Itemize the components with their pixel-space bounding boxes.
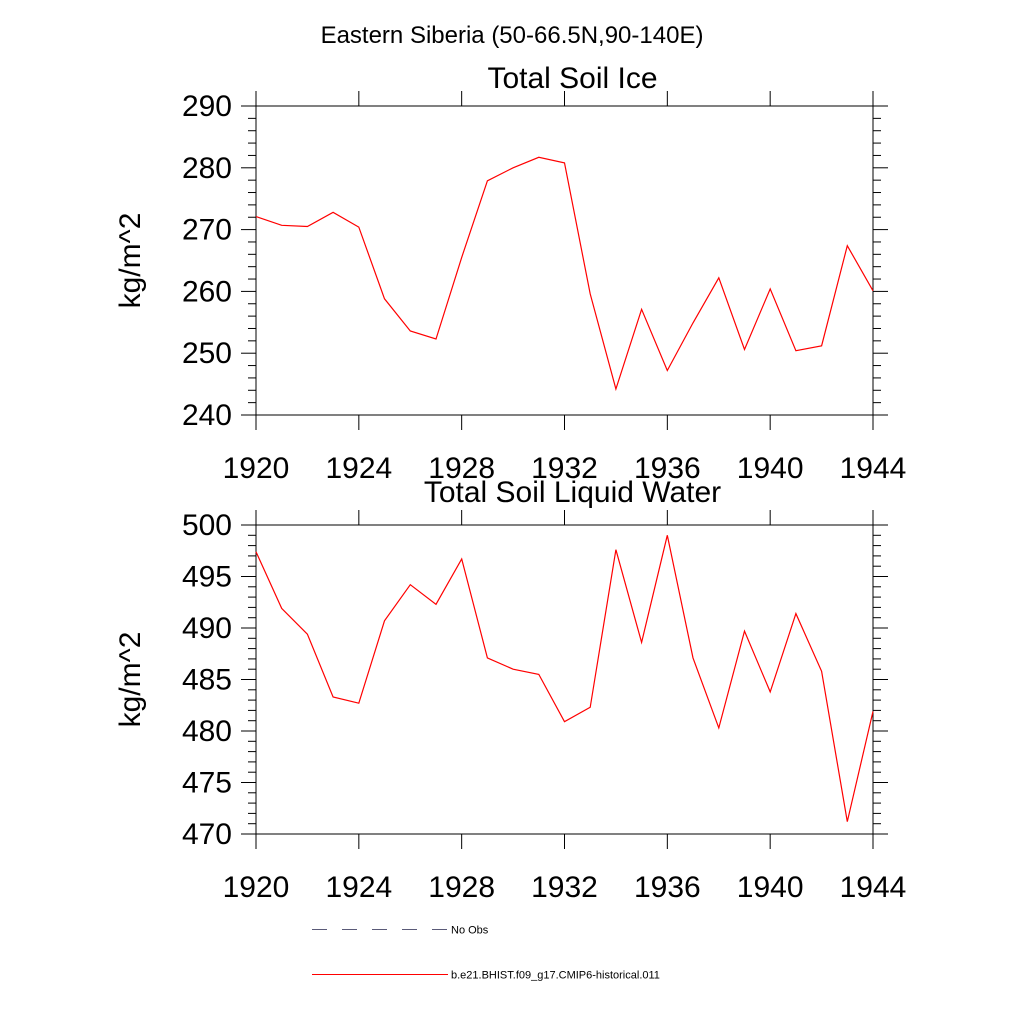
- plot-frame: [255, 524, 874, 835]
- y-tick-label: 495: [182, 561, 232, 594]
- series-line: [255, 156, 874, 392]
- legend-label-model: b.e21.BHIST.f09_g17.CMIP6-historical.011: [451, 970, 660, 982]
- y-tick-label: 240: [182, 399, 232, 432]
- legend: No Obs b.e21.BHIST.f09_g17.CMIP6-histori…: [312, 925, 660, 982]
- x-tick-label: 1944: [840, 871, 907, 904]
- y-tick-label: 485: [182, 664, 232, 697]
- x-tick-label: 1928: [428, 871, 495, 904]
- y-tick-label: 490: [182, 612, 232, 645]
- chart-soil-ice: Total Soil Ice kg/m^2 1920 1924 1928 1932 1936…: [114, 62, 906, 485]
- chart-title: Total Soil Liquid Water: [424, 476, 721, 509]
- x-tick-label: 1920: [223, 452, 290, 485]
- x-tick-label: 1924: [325, 452, 392, 485]
- chart-soil-liquid-water: Total Soil Liquid Water kg/m^2 1920 1924 192…: [114, 476, 906, 904]
- x-tick-label: 1920: [223, 871, 290, 904]
- y-tick-label: 280: [182, 152, 232, 185]
- x-tick-label: 1928: [428, 452, 495, 485]
- x-tick-label: 1944: [840, 452, 907, 485]
- figure-title: Eastern Siberia (50-66.5N,90-140E): [321, 22, 704, 49]
- y-tick-label: 260: [182, 275, 232, 308]
- x-tick-label: 1940: [737, 452, 804, 485]
- plot-frame: [255, 105, 874, 416]
- y-axis-label: kg/m^2: [114, 632, 147, 728]
- y-tick-label: 250: [182, 337, 232, 370]
- y-tick-label: 470: [182, 818, 232, 851]
- x-tick-label: 1932: [531, 452, 598, 485]
- y-tick-label: 270: [182, 214, 232, 247]
- x-tick-label: 1936: [634, 871, 701, 904]
- x-tick-label: 1936: [634, 452, 701, 485]
- y-tick-label: 475: [182, 767, 232, 800]
- x-tick-label: 1932: [531, 871, 598, 904]
- y-tick-label: 290: [182, 90, 232, 123]
- series-line: [255, 535, 874, 822]
- legend-label-no-obs: No Obs: [451, 925, 489, 937]
- x-tick-label: 1924: [325, 871, 392, 904]
- y-axis-label: kg/m^2: [114, 213, 147, 309]
- y-tick-label: 480: [182, 715, 232, 748]
- x-tick-label: 1940: [737, 871, 804, 904]
- chart-title: Total Soil Ice: [487, 62, 657, 95]
- y-tick-label: 500: [182, 509, 232, 542]
